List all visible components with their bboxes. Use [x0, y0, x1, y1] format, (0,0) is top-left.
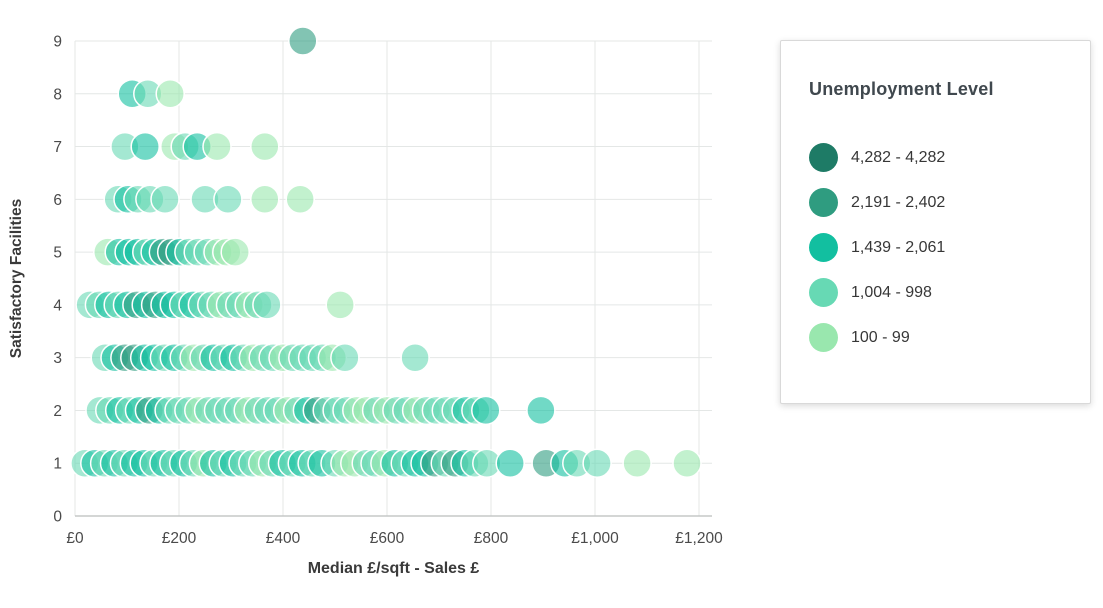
- y-tick-label: 1: [53, 456, 62, 473]
- x-tick-label: £1,200: [675, 530, 723, 547]
- legend-title: Unemployment Level: [809, 79, 994, 99]
- y-tick-label: 2: [53, 403, 62, 420]
- y-tick-label: 3: [53, 350, 62, 367]
- legend-items: 4,282 - 4,282 2,191 - 2,402 1,439 - 2,061 1…: [809, 143, 945, 352]
- y-tick-label: 0: [53, 509, 62, 526]
- y-tick-label: 4: [53, 297, 62, 314]
- legend-item-2[interactable]: 2,191 - 2,402: [809, 188, 945, 217]
- bubble[interactable]: [526, 395, 556, 426]
- bubble[interactable]: [288, 26, 318, 56]
- legend-swatch-circle: [809, 143, 838, 172]
- bubble[interactable]: [400, 342, 430, 373]
- x-tick-label: £600: [370, 530, 405, 547]
- bubble[interactable]: [330, 342, 360, 373]
- bubble[interactable]: [325, 290, 355, 320]
- bubble[interactable]: [250, 184, 280, 215]
- y-tick-label: 8: [53, 86, 62, 103]
- bubble[interactable]: [220, 237, 250, 267]
- bubble[interactable]: [202, 131, 232, 162]
- bubble[interactable]: [155, 79, 185, 109]
- bubble[interactable]: [130, 131, 160, 162]
- bubble[interactable]: [285, 184, 315, 215]
- legend-item-label: 4,282 - 4,282: [851, 149, 946, 166]
- x-tick-label: £1,000: [571, 530, 619, 547]
- y-tick-label: 7: [53, 139, 62, 156]
- y-tick-label: 5: [53, 245, 62, 262]
- legend-swatch-circle: [809, 188, 838, 217]
- legend-item-label: 1,004 - 998: [851, 284, 932, 301]
- legend-item-label: 2,191 - 2,402: [851, 194, 946, 211]
- legend-panel: Unemployment Level 4,282 - 4,282 2,191 - …: [780, 40, 1091, 404]
- y-axis-title: Satisfactory Facilities: [8, 199, 25, 358]
- bubble[interactable]: [250, 131, 280, 162]
- legend-item-5[interactable]: 100 - 99: [809, 323, 945, 352]
- legend-swatch-circle: [809, 233, 838, 262]
- x-tick-label: £0: [66, 530, 84, 547]
- bubble[interactable]: [471, 395, 501, 426]
- bubble[interactable]: [495, 448, 525, 478]
- bubble[interactable]: [150, 184, 180, 215]
- legend-item-label: 1,439 - 2,061: [851, 239, 946, 256]
- x-axis-title: Median £/sqft - Sales £: [308, 560, 480, 577]
- legend-item-label: 100 - 99: [851, 329, 910, 346]
- legend-item-1[interactable]: 4,282 - 4,282: [809, 143, 945, 172]
- x-tick-label: £400: [266, 530, 301, 547]
- x-tick-label: £200: [162, 530, 197, 547]
- bubble[interactable]: [213, 184, 243, 215]
- legend-swatch-circle: [809, 323, 838, 352]
- y-tick-label: 6: [53, 192, 62, 209]
- bubble[interactable]: [672, 448, 702, 478]
- legend-swatch-circle: [809, 278, 838, 307]
- y-tick-label: 9: [53, 34, 62, 51]
- bubble[interactable]: [252, 290, 282, 320]
- x-tick-label: £800: [474, 530, 509, 547]
- bubble[interactable]: [622, 448, 652, 478]
- legend-item-4[interactable]: 1,004 - 998: [809, 278, 945, 307]
- legend-item-3[interactable]: 1,439 - 2,061: [809, 233, 945, 262]
- bubble[interactable]: [582, 448, 612, 478]
